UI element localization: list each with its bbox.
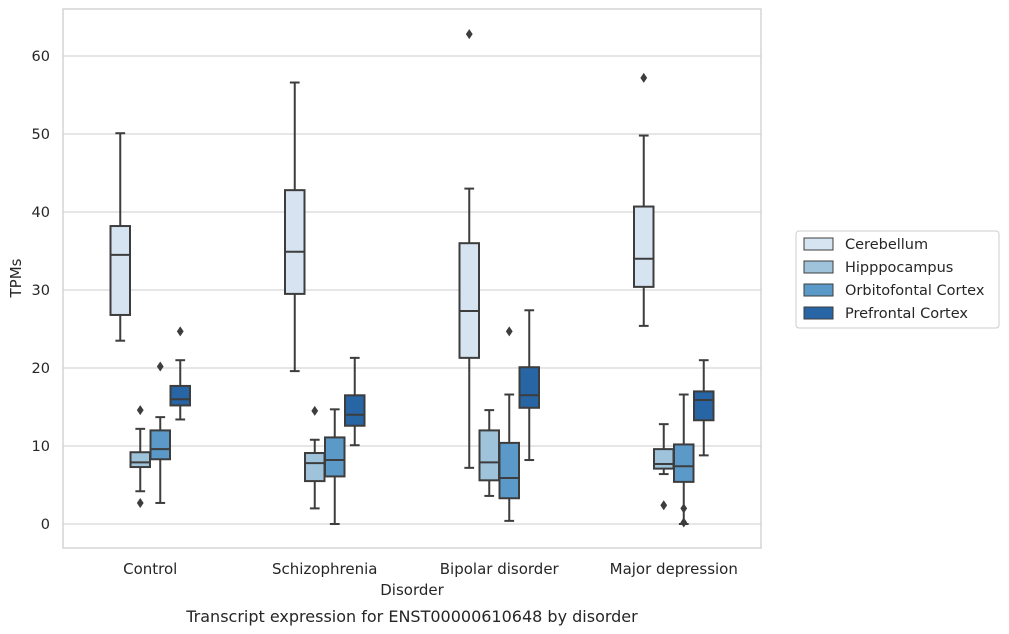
x-tick-label: Control (123, 560, 177, 578)
legend-swatch (803, 260, 834, 274)
box-iqr (169, 384, 191, 407)
box-hipppocampus (304, 405, 326, 510)
box-prefrontal-cortex (518, 309, 540, 462)
y-tick-label: 40 (32, 205, 50, 221)
box-iqr (458, 242, 480, 359)
box-hipppocampus (478, 409, 500, 497)
box-prefrontal-cortex (693, 359, 715, 457)
y-tick-label: 30 (32, 283, 50, 299)
box-orbitofontal-cortex (324, 408, 346, 525)
outlier-point (176, 326, 184, 337)
y-tick-label: 0 (41, 517, 50, 533)
outlier-point (311, 405, 319, 416)
legend-label: Orbitofontal Cortex (845, 283, 985, 299)
outlier-point (136, 497, 144, 508)
outlier-point (505, 326, 513, 337)
outlier-point (136, 405, 144, 416)
box-orbitofontal-cortex (149, 361, 171, 504)
outlier-point (680, 517, 688, 528)
outlier-point (640, 72, 648, 83)
box-orbitofontal-cortex (673, 393, 695, 528)
legend-label: Hipppocampus (845, 260, 953, 276)
box-iqr (344, 394, 366, 427)
legend-frame (795, 230, 1000, 329)
plot-area-frame (62, 8, 762, 549)
box-cerebellum (633, 72, 655, 327)
x-tick-labels: Control Schizophrenia Bipolar disorder Majo… (123, 560, 738, 578)
box-hipppocampus (653, 423, 675, 511)
x-tick-label: Major depression (610, 560, 738, 578)
box-cerebellum (284, 81, 306, 373)
box-iqr (129, 451, 151, 469)
box-iqr (478, 429, 500, 482)
box-iqr (693, 390, 715, 422)
y-tick-label: 20 (32, 361, 50, 377)
box-iqr (653, 448, 675, 470)
chart-caption: Transcript expression for ENST0000061064… (185, 607, 638, 626)
box-hipppocampus (129, 405, 151, 508)
y-tick-label: 60 (32, 49, 50, 65)
outlier-point (660, 500, 668, 511)
box-iqr (633, 205, 655, 288)
box-prefrontal-cortex (344, 356, 366, 447)
box-iqr (284, 189, 306, 295)
y-tick-label: 50 (32, 127, 50, 143)
legend-label: Prefrontal Cortex (845, 306, 968, 322)
box-series (109, 29, 715, 528)
legend-swatch (803, 237, 834, 251)
x-tick-label: Bipolar disorder (440, 560, 560, 578)
x-axis-label: Disorder (380, 581, 444, 599)
legend-label: Cerebellum (845, 237, 928, 253)
box-prefrontal-cortex (169, 326, 191, 421)
box-iqr (518, 366, 540, 409)
outlier-point (156, 361, 164, 372)
box-iqr (109, 225, 131, 316)
box-orbitofontal-cortex (498, 326, 520, 522)
box-iqr (324, 436, 346, 478)
y-tick-label: 10 (32, 439, 50, 455)
box-iqr (673, 443, 695, 483)
y-axis-label: TPMs (7, 258, 25, 298)
x-tick-label: Schizophrenia (272, 560, 377, 578)
box-cerebellum (109, 132, 131, 342)
y-tick-labels: 0 10 20 30 40 50 60 (32, 49, 50, 533)
legend-swatch (803, 283, 834, 297)
outlier-point (680, 503, 688, 514)
box-cerebellum (458, 29, 480, 469)
legend-swatch (803, 306, 834, 320)
box-iqr (149, 429, 171, 461)
legend: Cerebellum Hipppocampus Orbitofontal Corte… (795, 230, 1000, 329)
outlier-point (465, 29, 473, 40)
box-iqr (498, 441, 520, 500)
box-iqr (304, 452, 326, 483)
